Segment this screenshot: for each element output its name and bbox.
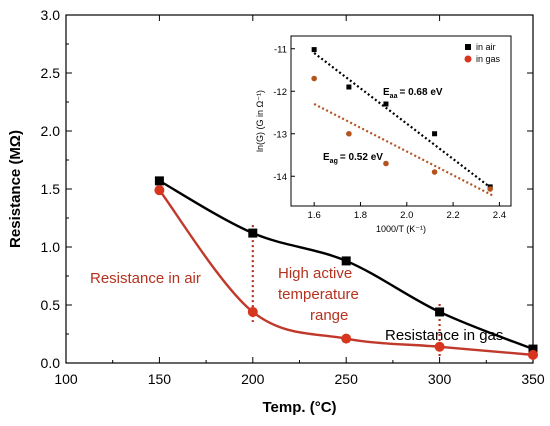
inset-x-tick-label: 1.8 [354,210,367,221]
y-axis-title: Resistance (MΩ) [7,130,24,248]
inset-fit-line-air [313,52,494,190]
y-tick-label: 0.0 [41,355,61,371]
inset-fit-line-gas [313,103,493,197]
data-point-gas [154,176,164,186]
x-tick-label: 350 [521,371,545,387]
inset-annotation-eag: Eag = 0.52 eV [323,152,383,165]
legend-label-gas: in gas [476,54,501,64]
inset-y-tick-label: -11 [274,44,287,55]
inset-point-air [383,101,389,107]
annotation-resistance-in-air: Resistance in air [90,270,201,287]
data-point-gas [435,307,445,317]
inset-point-gas [487,186,493,192]
data-point-air [154,185,165,196]
data-point-air [528,349,538,360]
y-tick-label: 1.5 [41,181,61,197]
inset-x-tick-label: 2.4 [493,210,506,221]
legend-marker-air [465,44,471,50]
inset-point-air [432,131,438,137]
x-tick-label: 300 [428,371,452,387]
series-line-air [158,189,534,357]
annotation-range-line-1: High active [278,265,352,282]
data-point-air [341,333,352,344]
y-tick-label: 3.0 [41,7,61,23]
x-tick-label: 200 [241,371,265,387]
inset-point-gas [346,130,352,137]
legend-label-air: in air [476,42,496,52]
inset-x-tick-label: 2.2 [446,210,459,221]
inset-point-gas [431,169,438,175]
annotation-range-line-3: range [310,307,348,324]
inset-annotations: Eaa = 0.68 eV Eag = 0.52 eV [323,87,443,165]
inset-x-tick-label: 1.6 [308,210,321,221]
inset-chart: 1.6 1.8 2.0 2.2 2.4 -11 -12 -13 -14 1000/T (K⁻¹) l… [255,35,512,234]
y-tick-label: 2.0 [41,123,61,139]
x-tick-label: 250 [335,371,359,387]
y-tick-label: 2.5 [41,65,61,81]
inset-y-axis-title: ln(G) (G in Ω⁻¹) [255,90,265,152]
data-point-gas [248,228,258,238]
inset-y-tick-label: -14 [273,172,287,183]
annotation-resistance-in-gas: Resistance in gas [385,327,503,344]
annotation-range-line-2: temperature [278,286,359,303]
data-point-gas [528,344,538,354]
inset-y-tick-label: -13 [273,129,287,140]
inset-point-air [346,84,352,90]
inset-frame [290,35,512,207]
legend-marker-gas [464,55,472,63]
inset-x-axis-title: 1000/T (K⁻¹) [376,224,426,234]
data-point-gas [341,256,351,266]
data-point-air [434,341,445,352]
main-annotations: Resistance in air High active temperatur… [90,265,503,344]
main-axes: 100 150 200 250 300 350 0.0 0.5 1.0 1.5 2.0 2.5 3.0 T… [7,7,545,416]
inset-point-air [311,47,317,53]
y-tick-label: 1.0 [41,239,61,255]
x-tick-label: 100 [54,371,78,387]
inset-y-tick-label: -12 [273,87,287,98]
inset-annotation-eaa: Eaa = 0.68 eV [383,87,443,100]
x-axis-title: Temp. (°C) [262,399,336,416]
inset-x-tick-label: 2.0 [400,210,413,221]
y-tick-label: 0.5 [41,297,61,313]
inset-point-gas [383,160,389,167]
data-point-air [247,306,258,317]
x-tick-label: 150 [148,371,172,387]
inset-point-gas [311,75,317,82]
